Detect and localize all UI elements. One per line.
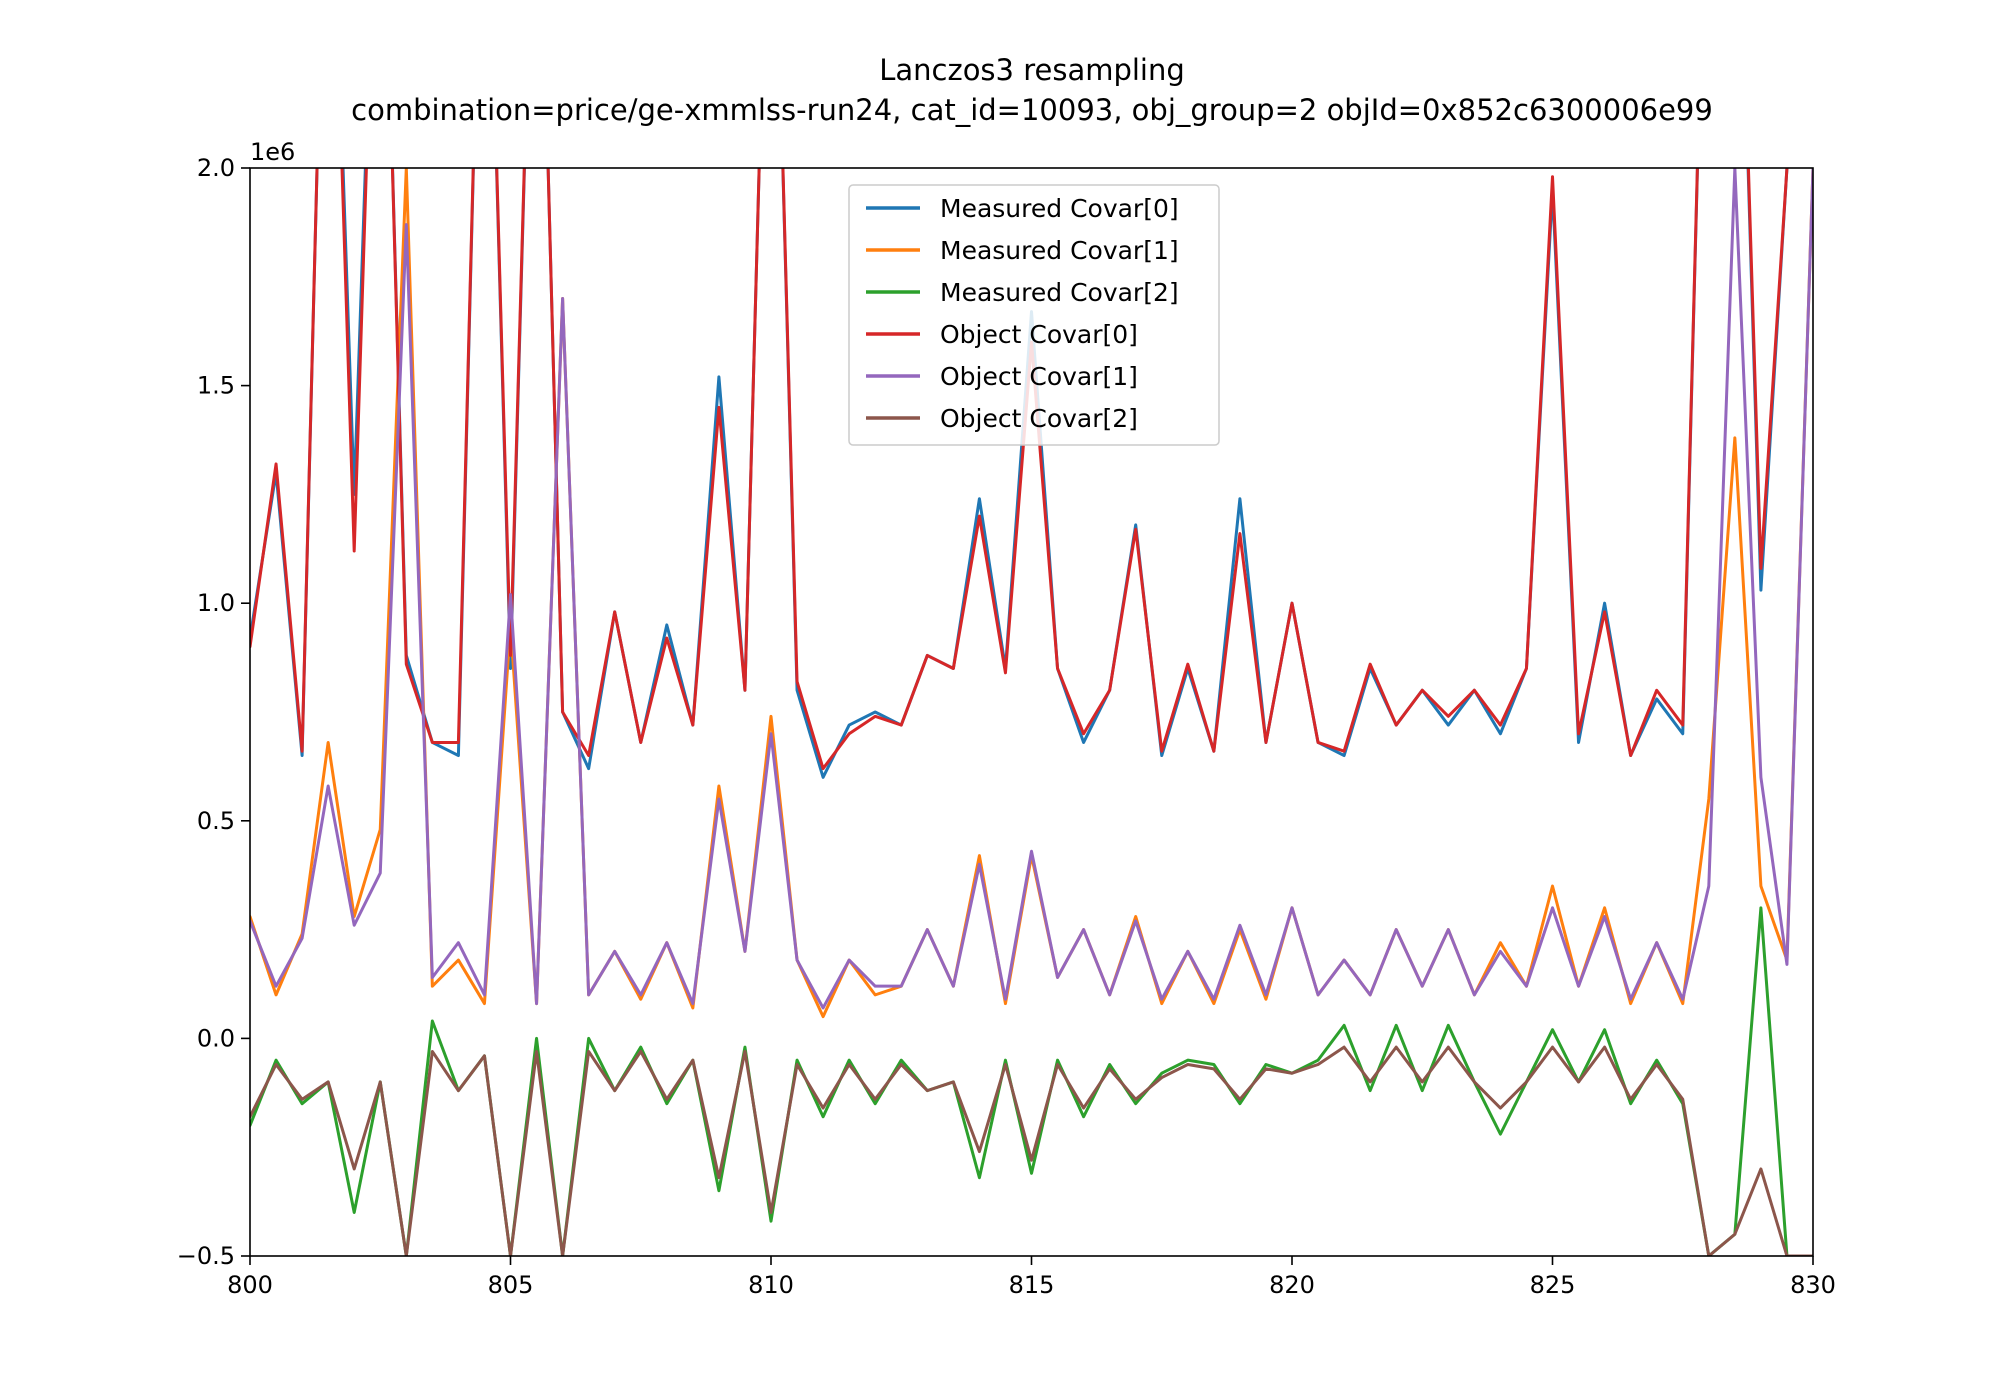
chart-subtitle: combination=price/ge-xmmlss-run24, cat_i… (351, 93, 1713, 127)
x-tick-label: 820 (1269, 1271, 1315, 1299)
legend-label: Object Covar[2] (940, 404, 1138, 433)
y-tick-label: −0.5 (177, 1242, 235, 1270)
y-tick-label: 1.0 (197, 589, 235, 617)
series-line-5 (250, 1045, 1813, 1256)
x-tick-label: 800 (227, 1271, 273, 1299)
legend-label: Measured Covar[0] (940, 194, 1179, 223)
legend-label: Measured Covar[1] (940, 236, 1179, 265)
legend-box (848, 184, 1220, 446)
y-tick-label: 2.0 (197, 154, 235, 182)
legend-label: Object Covar[0] (940, 320, 1138, 349)
legend-label: Object Covar[1] (940, 362, 1138, 391)
x-axis: 800 805 810 815 820 825 830 (227, 1256, 1836, 1299)
legend-label: Measured Covar[2] (940, 278, 1179, 307)
y-tick-label: 1.5 (197, 372, 235, 400)
y-tick-label: 0.0 (197, 1024, 235, 1052)
x-tick-label: 825 (1530, 1271, 1576, 1299)
chart-title: Lanczos3 resampling (879, 53, 1185, 87)
series-line-2 (250, 906, 1813, 1256)
x-tick-label: 810 (748, 1271, 794, 1299)
y-axis: −0.5 0.0 0.5 1.0 1.5 2.0 (177, 154, 250, 1270)
y-offset-label: 1e6 (250, 138, 295, 166)
x-tick-label: 805 (488, 1271, 534, 1299)
legend: Measured Covar[0] Measured Covar[1] Measur… (848, 184, 1220, 446)
x-tick-label: 830 (1790, 1271, 1836, 1299)
y-tick-label: 0.5 (197, 807, 235, 835)
series-line-4 (250, 168, 1813, 1010)
x-tick-label: 815 (1009, 1271, 1055, 1299)
